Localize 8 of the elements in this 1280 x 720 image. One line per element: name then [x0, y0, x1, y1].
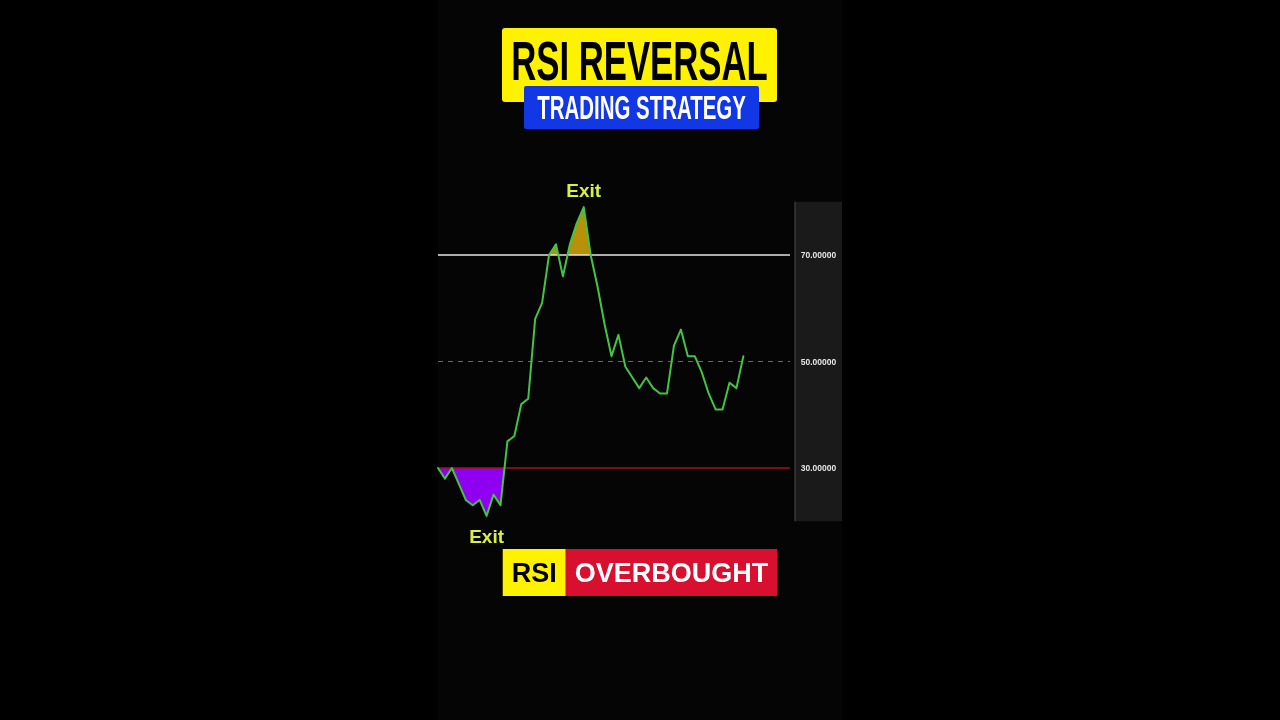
annotation: Exit: [469, 525, 505, 547]
line-series: [437, 206, 745, 517]
annotation: Exit: [566, 180, 602, 202]
text: RSI: [511, 558, 557, 588]
text: OVERBOUGHT: [574, 558, 769, 588]
y-tick-label: 70.00000: [800, 250, 837, 260]
y-tick-label: 30.00000: [800, 463, 837, 473]
y-tick-label: 50.00000: [800, 356, 837, 367]
